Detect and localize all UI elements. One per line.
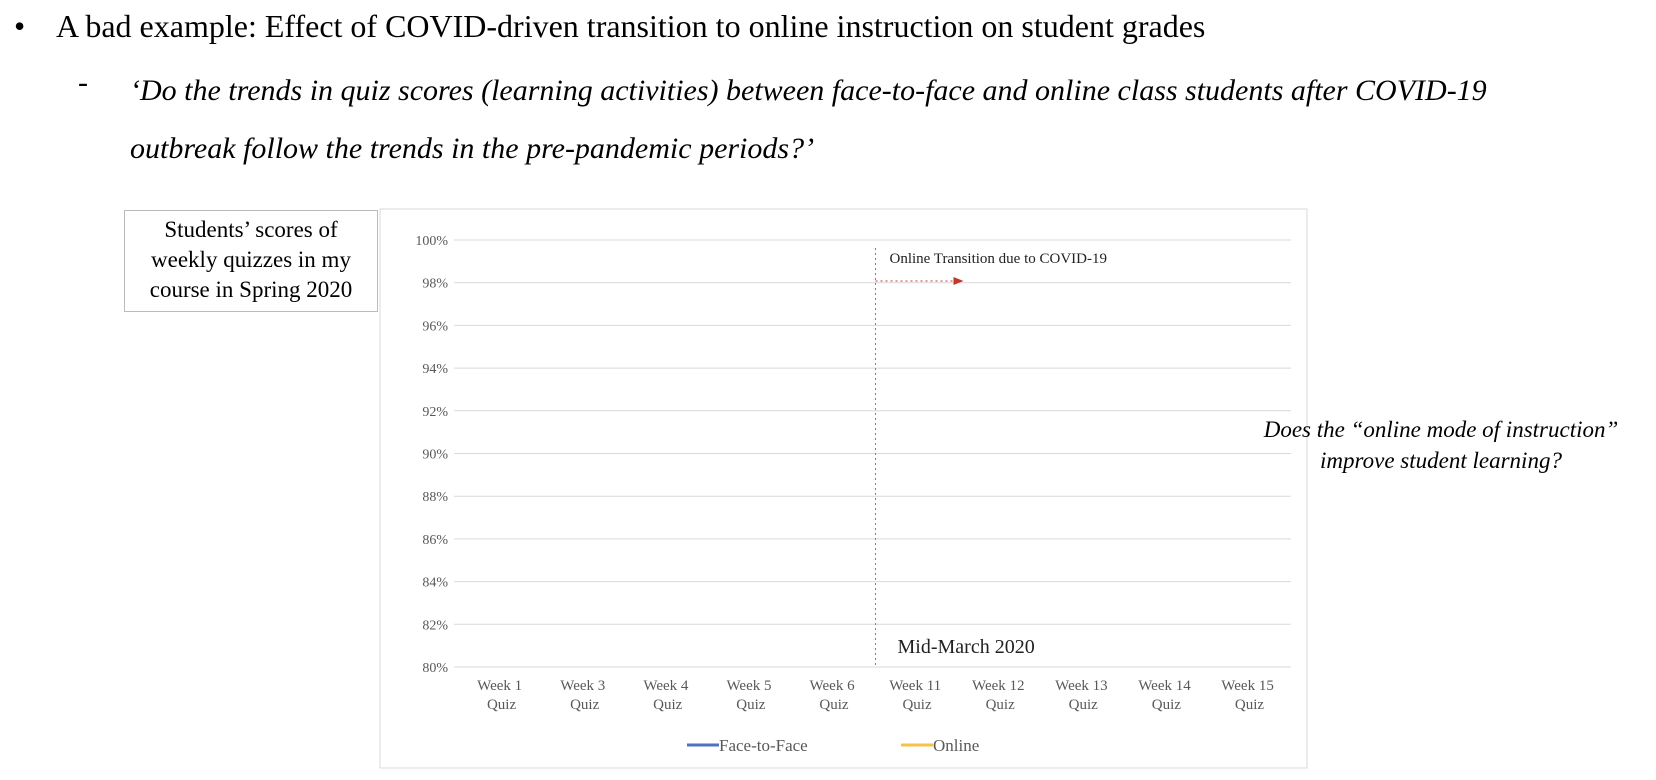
x-tick-label: Week 4 Quiz bbox=[643, 678, 692, 713]
bullet-mark: • bbox=[14, 8, 26, 44]
x-tick-label: Week 6 Quiz bbox=[810, 678, 859, 713]
heading: A bad example: Effect of COVID-driven tr… bbox=[56, 8, 1206, 44]
dash-mark: - bbox=[78, 66, 88, 99]
chart-title: Students’ scores of weekly quizzes in my… bbox=[124, 210, 378, 312]
annotation: Online Transition due to COVID-19 bbox=[890, 251, 1108, 267]
y-tick-label: 80% bbox=[422, 661, 448, 676]
legend-label: Online bbox=[933, 736, 979, 755]
y-tick-label: 96% bbox=[422, 319, 448, 334]
y-tick-label: 82% bbox=[422, 618, 448, 633]
x-tick-label: Week 3 Quiz bbox=[560, 678, 609, 713]
y-tick-label: 100% bbox=[415, 234, 448, 249]
x-tick-label: Week 12 Quiz bbox=[972, 678, 1028, 713]
x-tick-label: Week 13 Quiz bbox=[1055, 678, 1111, 713]
x-tick-label: Week 15 Quiz bbox=[1221, 678, 1277, 713]
y-tick-label: 98% bbox=[422, 277, 448, 292]
x-tick-label: Week 1 Quiz bbox=[477, 678, 526, 713]
y-tick-label: 88% bbox=[422, 490, 448, 505]
y-tick-label: 92% bbox=[422, 405, 448, 420]
y-tick-label: 86% bbox=[422, 533, 448, 548]
legend-label: Face-to-Face bbox=[719, 736, 808, 755]
question: ‘Do the trends in quiz scores (learning … bbox=[130, 74, 1487, 165]
chart-frame bbox=[379, 208, 1308, 769]
annotation: Mid-March 2020 bbox=[898, 636, 1035, 658]
y-tick-label: 94% bbox=[422, 362, 448, 377]
side-note: Does the “online mode of instruction” im… bbox=[1263, 417, 1619, 473]
arrow-head bbox=[953, 277, 964, 285]
x-tick-label: Week 11 Quiz bbox=[889, 678, 945, 713]
x-tick-label: Week 5 Quiz bbox=[726, 678, 775, 713]
x-tick-label: Week 14 Quiz bbox=[1138, 678, 1194, 713]
y-tick-label: 84% bbox=[422, 576, 448, 591]
y-tick-label: 90% bbox=[422, 448, 448, 463]
